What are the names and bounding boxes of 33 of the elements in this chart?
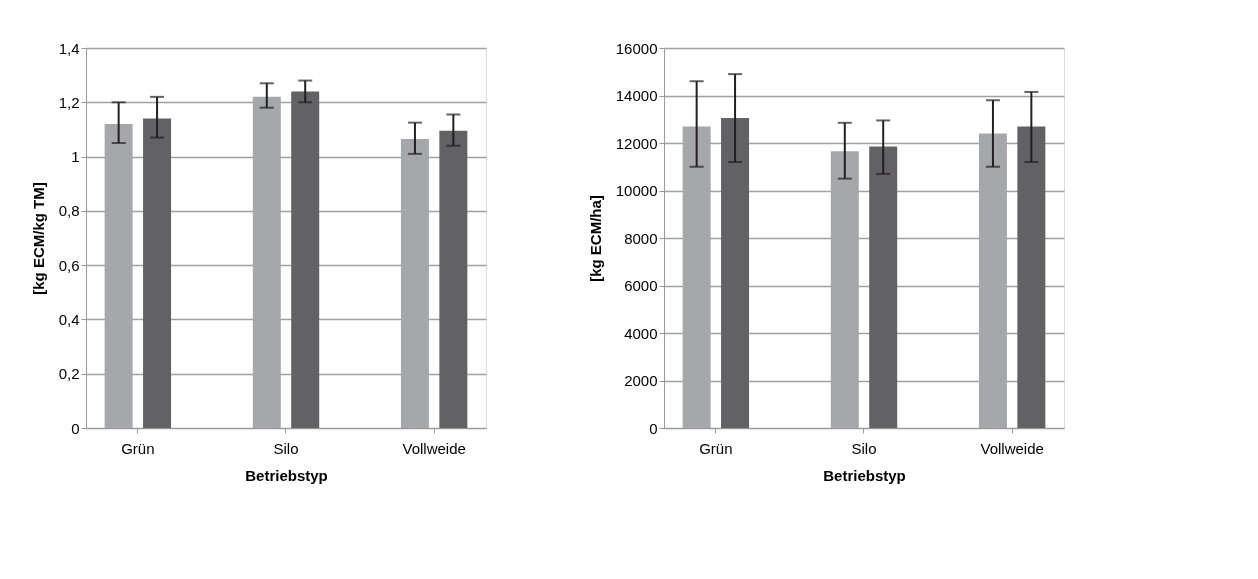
y-tick-label: 4000 bbox=[624, 324, 658, 342]
y-axis-title: [kg ECM/kg TM] bbox=[29, 182, 47, 295]
y-tick-label: 12000 bbox=[615, 134, 658, 152]
y-tick-label: 0,6 bbox=[58, 256, 80, 274]
y-tick-label: 2000 bbox=[624, 372, 658, 389]
x-tick-label: Silo bbox=[273, 439, 299, 457]
x-tick-label: Vollweide bbox=[980, 439, 1044, 457]
y-tick-label: 0 bbox=[71, 419, 80, 437]
x-axis-title: Betriebstyp bbox=[245, 466, 328, 484]
x-tick-label: Silo bbox=[851, 439, 877, 457]
x-tick-label: Vollweide bbox=[402, 439, 466, 457]
bar bbox=[439, 130, 468, 428]
x-axis-title: Betriebstyp bbox=[823, 466, 906, 484]
y-tick-label: 14000 bbox=[615, 87, 658, 104]
bar bbox=[721, 118, 750, 428]
y-tick-label: 10000 bbox=[615, 182, 658, 199]
y-tick-label: 0 bbox=[649, 419, 658, 437]
y-tick-label: 6000 bbox=[624, 277, 658, 294]
y-tick-label: 8000 bbox=[624, 229, 658, 247]
bar bbox=[291, 91, 320, 428]
y-tick-label: 16000 bbox=[615, 39, 658, 57]
y-tick-label: 0,8 bbox=[58, 202, 80, 220]
bar bbox=[869, 146, 898, 428]
bar bbox=[143, 118, 172, 428]
y-tick-label: 1 bbox=[71, 148, 80, 166]
y-tick-label: 0,4 bbox=[58, 310, 80, 328]
y-axis-title: [kg ECM/ha] bbox=[586, 195, 604, 282]
bar bbox=[1017, 126, 1046, 428]
y-tick-label: 0,2 bbox=[58, 365, 80, 383]
y-tick-label: 1,2 bbox=[58, 93, 80, 111]
x-tick-label: Grün bbox=[699, 439, 733, 457]
x-tick-label: Grün bbox=[121, 439, 155, 457]
y-tick-label: 1,4 bbox=[58, 39, 80, 57]
